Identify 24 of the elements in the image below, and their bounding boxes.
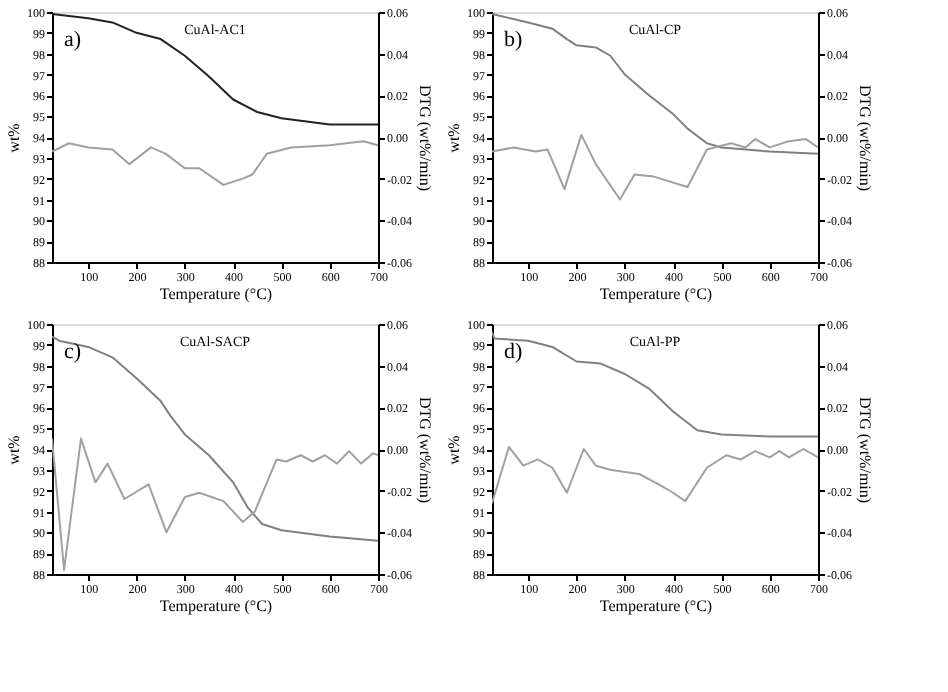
line-series [492, 445, 818, 505]
x-axis-title: Temperature (°C) [599, 597, 713, 615]
annotation: a) [64, 28, 82, 52]
line-series [52, 335, 378, 542]
line-series [52, 140, 378, 186]
x-axis-title: Temperature (°C) [159, 285, 273, 303]
line-series [492, 133, 818, 201]
annotation: c) [64, 340, 82, 364]
y-axis-title: wt% [445, 434, 463, 465]
y-axis-title: wt% [5, 122, 23, 153]
y2-axis-title: DTG (wt%/min) [856, 396, 874, 504]
line-series [52, 13, 378, 126]
y2-axis-title: DTG (wt%/min) [856, 84, 874, 192]
y2-axis-title: DTG (wt%/min) [416, 84, 434, 192]
line-series [492, 331, 818, 438]
y2-axis-title: DTG (wt%/min) [416, 396, 434, 504]
x-axis-title: Temperature (°C) [159, 597, 273, 615]
line-series [52, 437, 378, 571]
y-axis-title: wt% [5, 434, 23, 465]
annotation: b) [504, 28, 523, 52]
annotation: d) [504, 340, 523, 364]
x-axis-title: Temperature (°C) [599, 285, 713, 303]
line-series [492, 13, 818, 155]
y-axis-title: wt% [445, 122, 463, 153]
